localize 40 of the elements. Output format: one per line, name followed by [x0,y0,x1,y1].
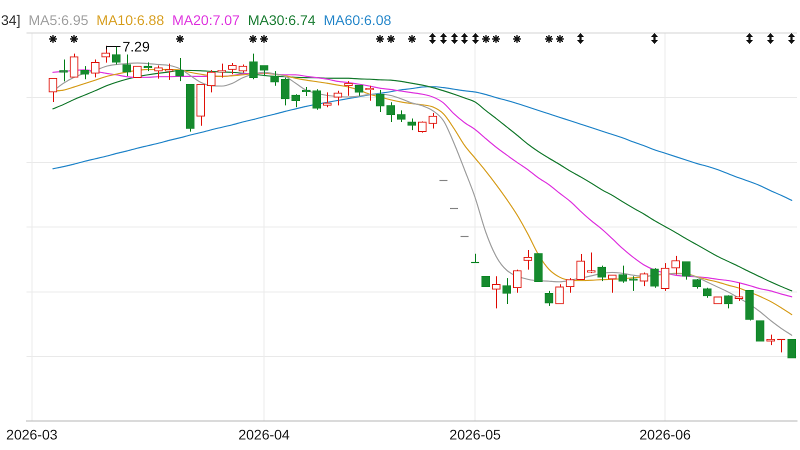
text: MA10:6.88 [96,12,164,28]
candlestick [344,80,353,96]
text: MA20:7.07 [172,12,240,28]
candlestick [576,254,585,280]
legend-title: 34] [1,12,20,28]
text: MA5:6.95 [28,12,88,28]
x-tick-label: 2026-06 [639,426,691,442]
candlestick [566,278,574,294]
candlestick [650,268,659,288]
candlestick [80,66,89,80]
candlestick [70,53,78,78]
candlestick [323,92,332,108]
text: MA30:6.74 [248,12,316,28]
candlestick [682,261,691,280]
candlestick [555,284,564,304]
candlestick [512,269,522,294]
candlestick [228,62,237,75]
candlestick [312,88,322,110]
text: MA60:6.08 [324,12,392,28]
candlestick [608,274,617,294]
candlestick [787,338,796,358]
candlestick [492,276,501,309]
candlestick [660,262,670,292]
candlestick [640,272,648,287]
candlestick [270,70,279,86]
candlestick [249,53,258,80]
x-tick-label: 2026-05 [449,426,502,442]
candlestick [154,64,163,80]
candlestick [671,255,680,276]
x-tick-label: 2026-04 [238,426,290,442]
x-tick-label: 2026-03 [6,426,58,442]
candlestick [280,77,290,106]
candlestick [756,320,764,342]
candlestick [407,118,416,131]
candlestick [175,57,184,82]
candlestick [524,249,532,270]
candlestick [396,110,406,122]
candlestick [334,90,342,106]
candlestick [365,85,374,102]
annotation: 7.29 [122,38,150,54]
